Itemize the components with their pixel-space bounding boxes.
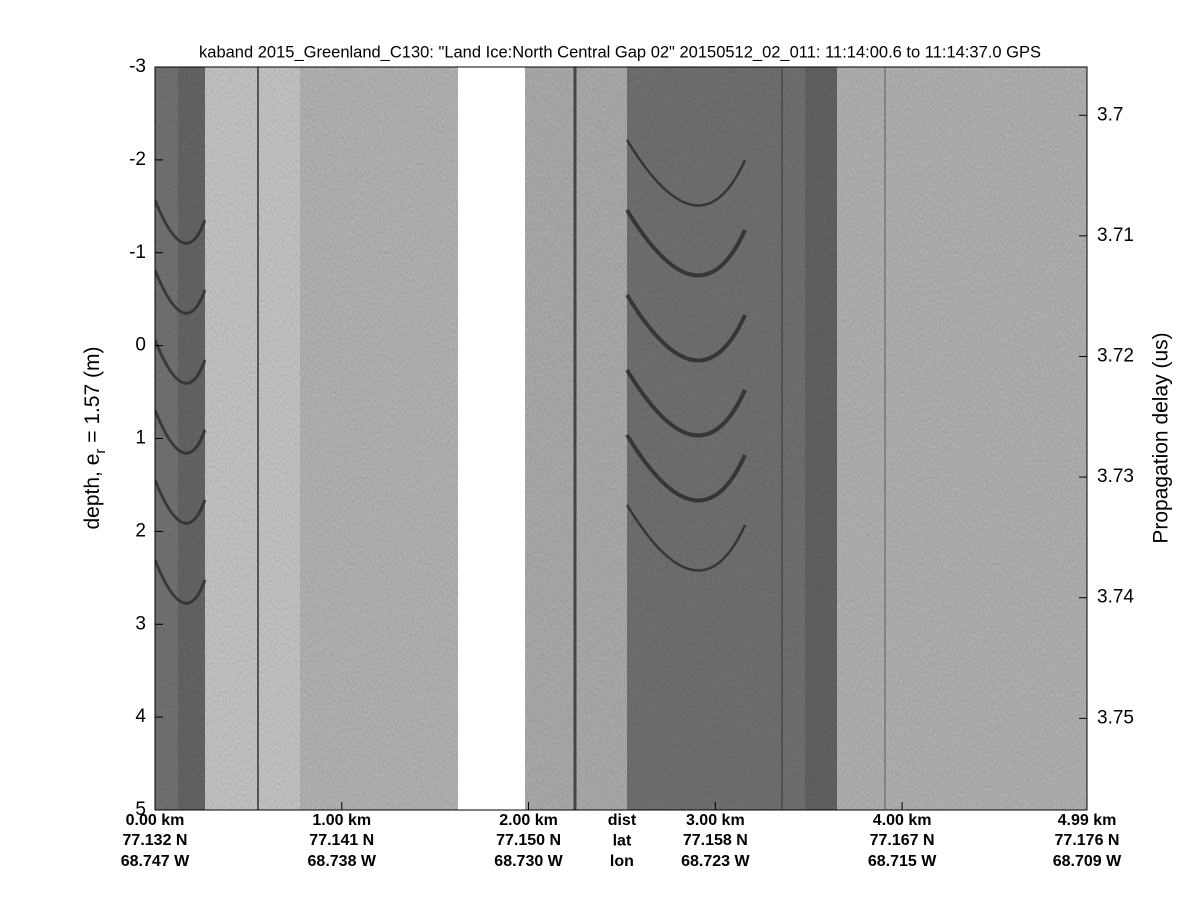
row-label: dist	[608, 812, 637, 829]
y-axis-label-part: = 1.57 (m)	[81, 346, 104, 448]
lon-label: 68.738 W	[308, 853, 377, 870]
echogram-noise	[155, 67, 1087, 810]
y2-tick-label: 3.73	[1097, 466, 1134, 487]
lat-label: 77.158 N	[683, 832, 748, 849]
echogram-image	[155, 67, 1087, 810]
x-tick-label: 2.00 km	[499, 812, 558, 829]
y-tick-label: 1	[135, 428, 146, 449]
y-tick-label: -3	[129, 56, 146, 77]
y-axis-label: depth, er = 1.57 (m)	[81, 346, 110, 529]
y2-axis-label: Propagation delay (us)	[1150, 332, 1173, 543]
y2-tick-label: 3.71	[1097, 225, 1134, 246]
lon-label: 68.709 W	[1053, 853, 1122, 870]
y-tick-label: 3	[135, 613, 146, 634]
x-tick-label: 1.00 km	[312, 812, 371, 829]
y-tick-label: -1	[129, 242, 146, 263]
chart-title: kaband 2015_Greenland_C130: "Land Ice:No…	[199, 43, 1041, 61]
lon-label: 68.723 W	[681, 853, 750, 870]
y-tick-label: 4	[135, 706, 146, 727]
row-label: lon	[610, 853, 634, 870]
y2-tick-label: 3.75	[1097, 707, 1134, 728]
y-tick-label: 2	[135, 520, 146, 541]
y-axis-label-part: r	[92, 449, 109, 454]
row-label: lat	[613, 833, 632, 850]
x-tick-label: 4.00 km	[873, 812, 932, 829]
y-tick-label: -2	[129, 149, 146, 170]
y-tick-label: 5	[135, 799, 146, 820]
lat-label: 77.167 N	[870, 832, 935, 849]
echogram-gap	[458, 67, 525, 810]
y-tick-label: 0	[135, 335, 146, 356]
x-tick-label: 3.00 km	[686, 812, 745, 829]
x-tick-label: 0.00 km	[126, 812, 185, 829]
lon-label: 68.730 W	[494, 853, 563, 870]
lat-label: 77.141 N	[309, 832, 374, 849]
lat-label: 77.150 N	[496, 832, 561, 849]
lon-label: 68.715 W	[868, 853, 937, 870]
x-tick-label: 4.99 km	[1058, 812, 1117, 829]
lat-label: 77.176 N	[1055, 832, 1120, 849]
lat-label: 77.132 N	[123, 832, 188, 849]
y2-tick-label: 3.7	[1097, 104, 1123, 125]
lon-label: 68.747 W	[121, 853, 190, 870]
y-axis-label-part: depth, e	[81, 454, 104, 530]
y2-tick-label: 3.74	[1097, 587, 1134, 608]
y2-tick-label: 3.72	[1097, 345, 1134, 366]
